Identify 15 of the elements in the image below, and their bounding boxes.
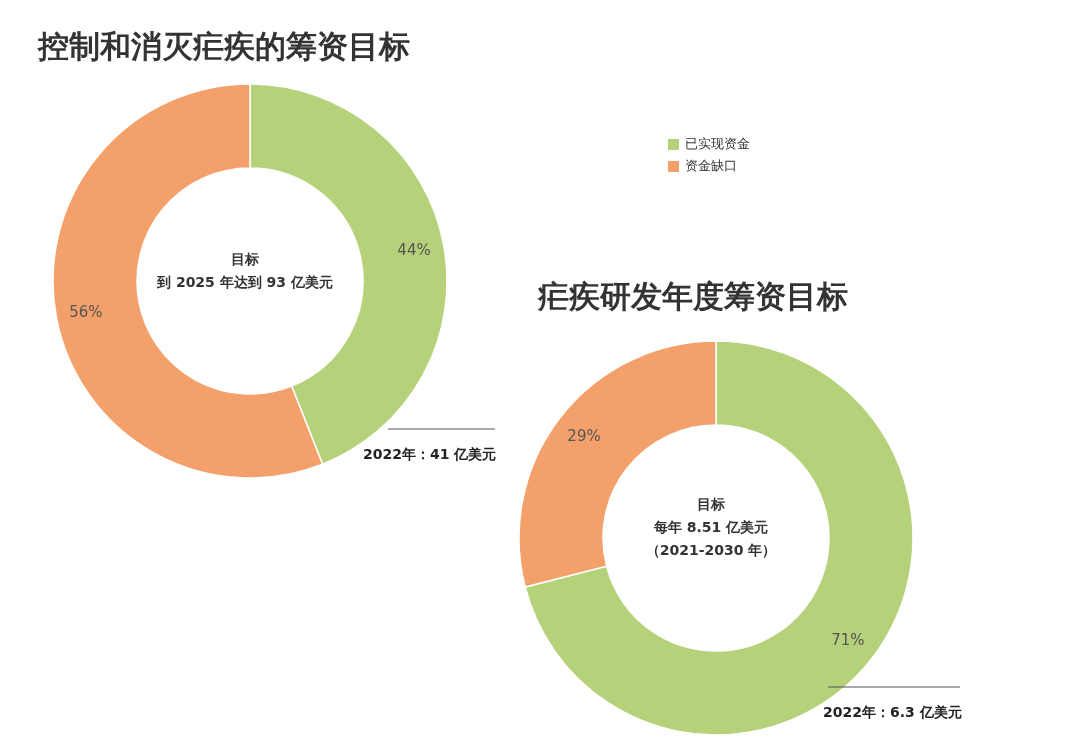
chart-title: 疟疾研发年度筹资目标 [538,277,848,316]
text: 2022年：41 亿美元 [363,446,497,464]
data-label: 44% [397,240,431,259]
text: 到 2025 年达到 93 亿美元 [156,273,334,292]
text: 目标 [696,495,726,514]
data-label: 71% [831,631,865,650]
legend-label: 已实现资金 [684,135,750,153]
data-label: 29% [567,426,601,445]
text: （2021-2030 年） [644,541,778,560]
text: 2022年：6.3 亿美元 [823,704,962,722]
data-label: 56% [69,303,103,322]
text: 目标 [230,250,260,269]
legend-label: 资金缺口 [684,157,738,175]
chart-title: 控制和消灭疟疾的筹资目标 [38,27,410,66]
text: 每年 8.51 亿美元 [652,518,770,537]
